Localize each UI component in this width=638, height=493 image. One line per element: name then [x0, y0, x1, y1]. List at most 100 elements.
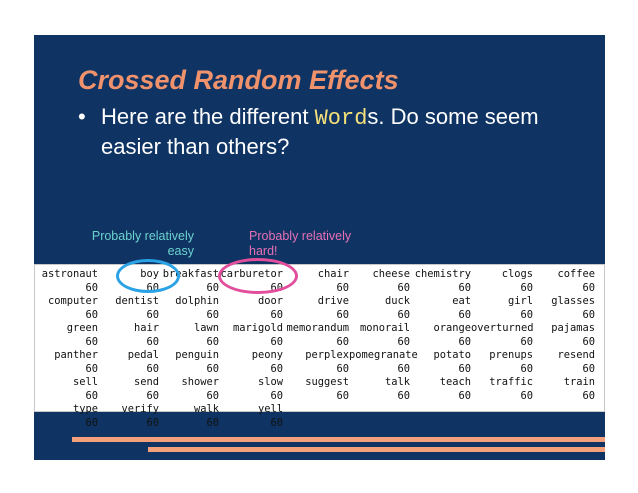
count-cell: 60 — [520, 362, 533, 375]
count-cell — [533, 417, 595, 431]
count-cell: 60 — [397, 308, 410, 321]
word-cell: door — [257, 295, 283, 307]
annotation-easy-line2: easy — [167, 244, 194, 258]
word-cell: perplex — [305, 349, 349, 361]
count-cell: 60 — [146, 362, 159, 375]
word-cell: prenups — [489, 349, 533, 361]
word-cell: hair — [133, 322, 159, 334]
accent-bar-top — [72, 437, 605, 442]
word-cell: glasses — [551, 295, 595, 307]
count-cell: 60 — [85, 308, 98, 321]
count-cell — [471, 417, 533, 431]
count-cell: 60 — [146, 335, 159, 348]
word-cell: boy — [140, 268, 159, 280]
count-cell: 60 — [458, 281, 471, 294]
count-cell: 60 — [146, 416, 159, 429]
annotation-easy: Probably relatively easy — [78, 229, 194, 259]
count-cell: 60 — [85, 362, 98, 375]
word-cell: orange — [433, 322, 471, 334]
word-cell — [533, 403, 595, 417]
word-cell: chemistry — [414, 268, 471, 280]
count-cell: 60 — [336, 308, 349, 321]
count-cell: 60 — [458, 335, 471, 348]
accent-bar-bottom — [148, 447, 605, 452]
word-cell: clogs — [501, 268, 533, 280]
word-cell: train — [563, 376, 595, 388]
word-cell: panther — [54, 349, 98, 361]
count-cell: 60 — [582, 389, 595, 402]
count-cell: 60 — [397, 335, 410, 348]
count-cell: 60 — [270, 416, 283, 429]
word-cell: potato — [433, 349, 471, 361]
r-output-table: astronaut boy breakfast carburetor chair chee… — [34, 264, 605, 429]
word-cell: resend — [557, 349, 595, 361]
bullet-text-after: s. Do some seem easier than others? — [101, 104, 539, 159]
word-cell: slow — [257, 376, 283, 388]
word-cell: breakfast — [162, 268, 219, 280]
count-cell: 60 — [582, 281, 595, 294]
word-cell: memorandum — [286, 322, 349, 334]
word-cell: teach — [439, 376, 471, 388]
count-cell: 60 — [206, 308, 219, 321]
count-cell: 60 — [85, 335, 98, 348]
word-cell: overturned — [471, 322, 534, 334]
count-cell: 60 — [270, 281, 283, 294]
bullet-marker: • — [78, 104, 86, 129]
bullet-text: Here are the different Words. Do some se… — [101, 103, 581, 161]
count-cell: 60 — [520, 335, 533, 348]
word-cell — [410, 403, 471, 417]
count-cell: 60 — [336, 335, 349, 348]
count-cell: 60 — [206, 362, 219, 375]
word-cell: girl — [507, 295, 533, 307]
word-cell: dentist — [115, 295, 159, 307]
annotation-hard: Probably relatively hard! — [249, 229, 379, 259]
word-cell: astronaut — [41, 268, 98, 280]
annotation-easy-line1: Probably relatively — [91, 229, 194, 243]
word-cell: peony — [251, 349, 283, 361]
count-cell: 60 — [458, 362, 471, 375]
word-cell — [349, 403, 410, 417]
word-cell: walk — [193, 403, 219, 415]
word-cell: pomegranate — [349, 349, 418, 361]
word-cell: drive — [317, 295, 349, 307]
count-cell: 60 — [206, 389, 219, 402]
word-cell — [471, 403, 533, 417]
count-cell: 60 — [146, 389, 159, 402]
annotation-hard-line2: hard! — [249, 244, 278, 258]
word-cell: shower — [181, 376, 219, 388]
count-cell: 60 — [520, 308, 533, 321]
count-cell: 60 — [397, 362, 410, 375]
count-cell: 60 — [206, 281, 219, 294]
count-cell: 60 — [520, 389, 533, 402]
word-cell: talk — [384, 376, 410, 388]
count-cell: 60 — [146, 308, 159, 321]
word-count-grid: astronaut boy breakfast carburetor chair chee… — [37, 268, 595, 430]
count-cell: 60 — [206, 335, 219, 348]
word-cell: cheese — [372, 268, 410, 280]
word-cell: coffee — [557, 268, 595, 280]
count-cell: 60 — [582, 335, 595, 348]
count-cell: 60 — [206, 416, 219, 429]
word-cell: eat — [452, 295, 471, 307]
word-cell: dolphin — [175, 295, 219, 307]
word-cell: verify — [121, 403, 159, 415]
word-cell: pedal — [127, 349, 159, 361]
count-cell: 60 — [336, 281, 349, 294]
word-cell: pajamas — [551, 322, 595, 334]
word-cell: type — [72, 403, 98, 415]
bullet-text-before: Here are the different — [101, 104, 315, 129]
word-cell: send — [133, 376, 159, 388]
count-cell: 60 — [270, 389, 283, 402]
count-cell: 60 — [146, 281, 159, 294]
count-cell: 60 — [85, 416, 98, 429]
word-cell: suggest — [305, 376, 349, 388]
count-cell: 60 — [582, 362, 595, 375]
annotation-hard-line1: Probably relatively — [249, 229, 352, 243]
code-word: Word — [314, 106, 368, 131]
count-cell: 60 — [270, 308, 283, 321]
count-cell: 60 — [458, 389, 471, 402]
count-cell: 60 — [397, 389, 410, 402]
count-cell — [283, 417, 349, 431]
word-cell: computer — [47, 295, 98, 307]
count-cell: 60 — [458, 308, 471, 321]
